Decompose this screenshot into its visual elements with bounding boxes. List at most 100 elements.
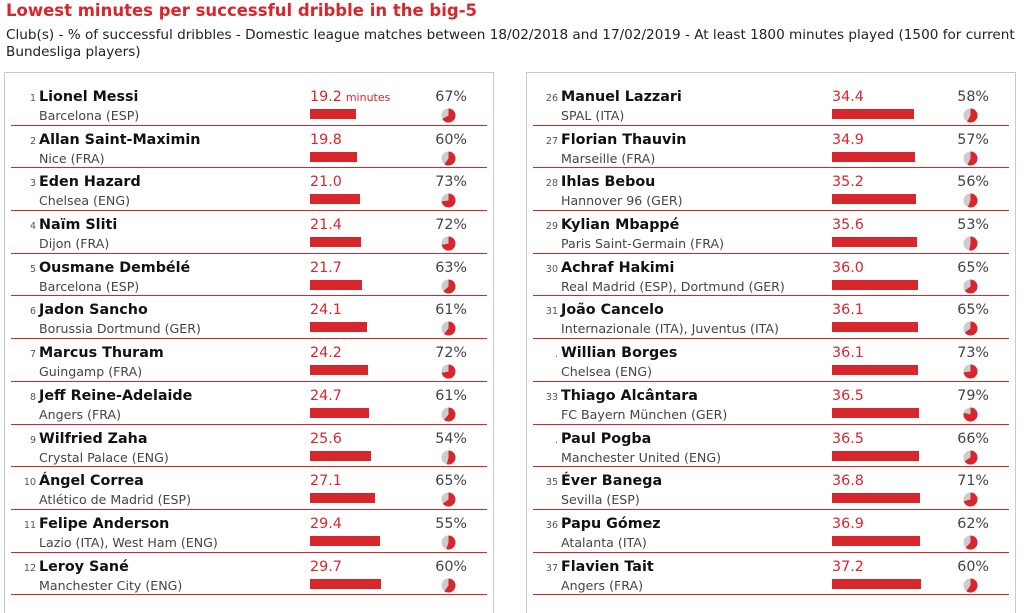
minutes-value: 34.9 — [832, 131, 864, 148]
player-name: Manuel Lazzari — [561, 89, 682, 105]
minutes-value: 19.8 — [310, 131, 342, 148]
dribble-success-pct: 72% — [435, 345, 467, 362]
minutes-bar — [832, 493, 920, 504]
player-row: 2 Allan Saint-Maximin Nice (FRA) 19.8 60% — [11, 126, 487, 169]
minutes-value: 36.1 — [832, 302, 864, 319]
player-row: . Willian Borges Chelsea (ENG) 36.1 73% — [533, 339, 1009, 382]
player-club: Chelsea (ENG) — [561, 364, 653, 380]
dribble-success-pct: 56% — [957, 174, 989, 191]
minutes-bar — [832, 322, 919, 333]
ranking-panel-right: 26 Manuel Lazzari SPAL (ITA) 34.4 58% 27 Flori… — [526, 72, 1016, 613]
pie-slice — [444, 407, 456, 422]
minutes-value-wrap: 19.8 — [310, 132, 342, 148]
rank-label: 37 — [545, 562, 558, 574]
minutes-value: 21.4 — [310, 217, 342, 234]
player-row: 28 Ihlas Bebou Hannover 96 (GER) 35.2 56% — [533, 168, 1009, 212]
minutes-bar — [310, 450, 371, 461]
dribble-success-pct: 61% — [435, 387, 467, 404]
minutes-value-wrap: 27.1 — [310, 473, 342, 489]
rank-label: 26 — [545, 93, 558, 104]
player-name: Jeff Reine-Adelaide — [39, 387, 193, 404]
minutes-value-wrap: 21.0 — [310, 174, 342, 190]
player-club: SPAL (ITA) — [561, 108, 625, 123]
minutes-value: 35.2 — [832, 174, 864, 191]
minutes-value-wrap: 36.1 — [832, 345, 864, 361]
minutes-bar — [310, 151, 358, 162]
pie-slice — [969, 236, 978, 251]
ranking-rows-left: 1 Lionel Messi Barcelona (ESP) 19.2 minutes 6… — [11, 83, 487, 596]
success-pie-icon — [441, 236, 456, 251]
rank-label: 36 — [545, 519, 558, 531]
minutes-bar — [832, 407, 919, 418]
minutes-bar — [832, 578, 921, 589]
pie-slice — [444, 578, 456, 593]
player-club: Nice (FRA) — [39, 150, 105, 166]
rank-label: 35 — [545, 477, 558, 489]
player-row: 36 Papu Gómez Atalanta (ITA) 36.9 62% — [533, 510, 1009, 553]
player-name: Eden Hazard — [39, 174, 141, 191]
rank-label: 12 — [23, 562, 36, 574]
pie-slice — [963, 364, 978, 379]
minutes-bar — [310, 493, 375, 504]
success-pie-icon — [441, 321, 456, 336]
ranking-rows-right: 26 Manuel Lazzari SPAL (ITA) 34.4 58% 27 Flori… — [533, 83, 1009, 596]
player-name: Éver Banega — [561, 473, 663, 490]
minutes-value: 37.2 — [832, 558, 864, 575]
dribble-success-pct: 72% — [435, 217, 467, 234]
minutes-bar — [310, 279, 362, 290]
minutes-value: 29.7 — [310, 558, 342, 575]
rank-label: 31 — [545, 306, 558, 318]
success-pie-icon — [963, 236, 978, 251]
dribble-success-pct: 79% — [957, 387, 989, 404]
dribble-success-pct: 66% — [957, 430, 989, 447]
player-row: 6 Jadon Sancho Borussia Dortmund (GER) 24.1… — [11, 296, 487, 340]
success-pie-icon — [963, 151, 978, 166]
player-club: Angers (FRA) — [39, 406, 122, 422]
minutes-value-wrap: 37.2 — [832, 559, 864, 575]
dribble-success-pct: 73% — [957, 345, 989, 362]
pie-slice — [965, 535, 978, 550]
player-row: 11 Felipe Anderson Lazio (ITA), West Ham (… — [11, 510, 487, 553]
player-name: Kylian Mbappé — [561, 217, 680, 234]
rank-label: 4 — [29, 221, 36, 233]
minutes-value: 27.1 — [310, 473, 342, 490]
minutes-value-wrap: 36.5 — [832, 388, 864, 404]
minutes-value: 36.9 — [832, 515, 864, 532]
player-club: Guingamp (FRA) — [39, 364, 143, 380]
minutes-bar — [310, 109, 356, 119]
success-pie-icon — [963, 364, 978, 379]
player-row: 12 Leroy Sané Manchester City (ENG) 29.7 60% — [11, 553, 487, 596]
minutes-value: 36.5 — [832, 387, 864, 404]
pie-slice — [441, 193, 456, 208]
minutes-value: 24.7 — [310, 387, 342, 404]
player-club: Manchester City (ENG) — [39, 577, 183, 593]
minutes-value: 24.1 — [310, 302, 342, 319]
player-name: Ángel Correa — [39, 473, 144, 490]
player-club: Real Madrid (ESP), Dortmund (GER) — [561, 278, 785, 294]
minutes-value-wrap: 34.4 — [832, 89, 864, 105]
dribble-success-pct: 65% — [957, 302, 989, 319]
minutes-bar — [310, 578, 381, 589]
player-club: Manchester United (ENG) — [561, 449, 721, 465]
minutes-unit: minutes — [345, 91, 391, 104]
player-club: Sevilla (ESP) — [561, 492, 640, 508]
minutes-value-wrap: 21.4 — [310, 217, 342, 233]
pie-slice — [442, 492, 456, 507]
rank-label: 33 — [545, 391, 558, 403]
dribble-success-pct: 71% — [957, 473, 989, 490]
rank-label: 10 — [23, 477, 36, 489]
pie-slice — [964, 449, 978, 465]
player-row: 5 Ousmane Dembélé Barcelona (ESP) 21.7 63% — [11, 254, 487, 297]
player-name: Leroy Sané — [39, 558, 129, 575]
player-club: Angers (FRA) — [561, 577, 644, 593]
minutes-value: 34.4 — [832, 89, 864, 105]
minutes-bar — [832, 237, 917, 248]
minutes-value-wrap: 36.8 — [832, 473, 864, 489]
success-pie-icon — [963, 492, 978, 507]
minutes-value: 36.0 — [832, 259, 864, 276]
player-club: Lazio (ITA), West Ham (ENG) — [39, 534, 218, 550]
minutes-value-wrap: 35.6 — [832, 217, 864, 233]
success-pie-icon — [441, 535, 456, 550]
minutes-bar — [310, 535, 381, 546]
minutes-bar — [310, 194, 361, 205]
